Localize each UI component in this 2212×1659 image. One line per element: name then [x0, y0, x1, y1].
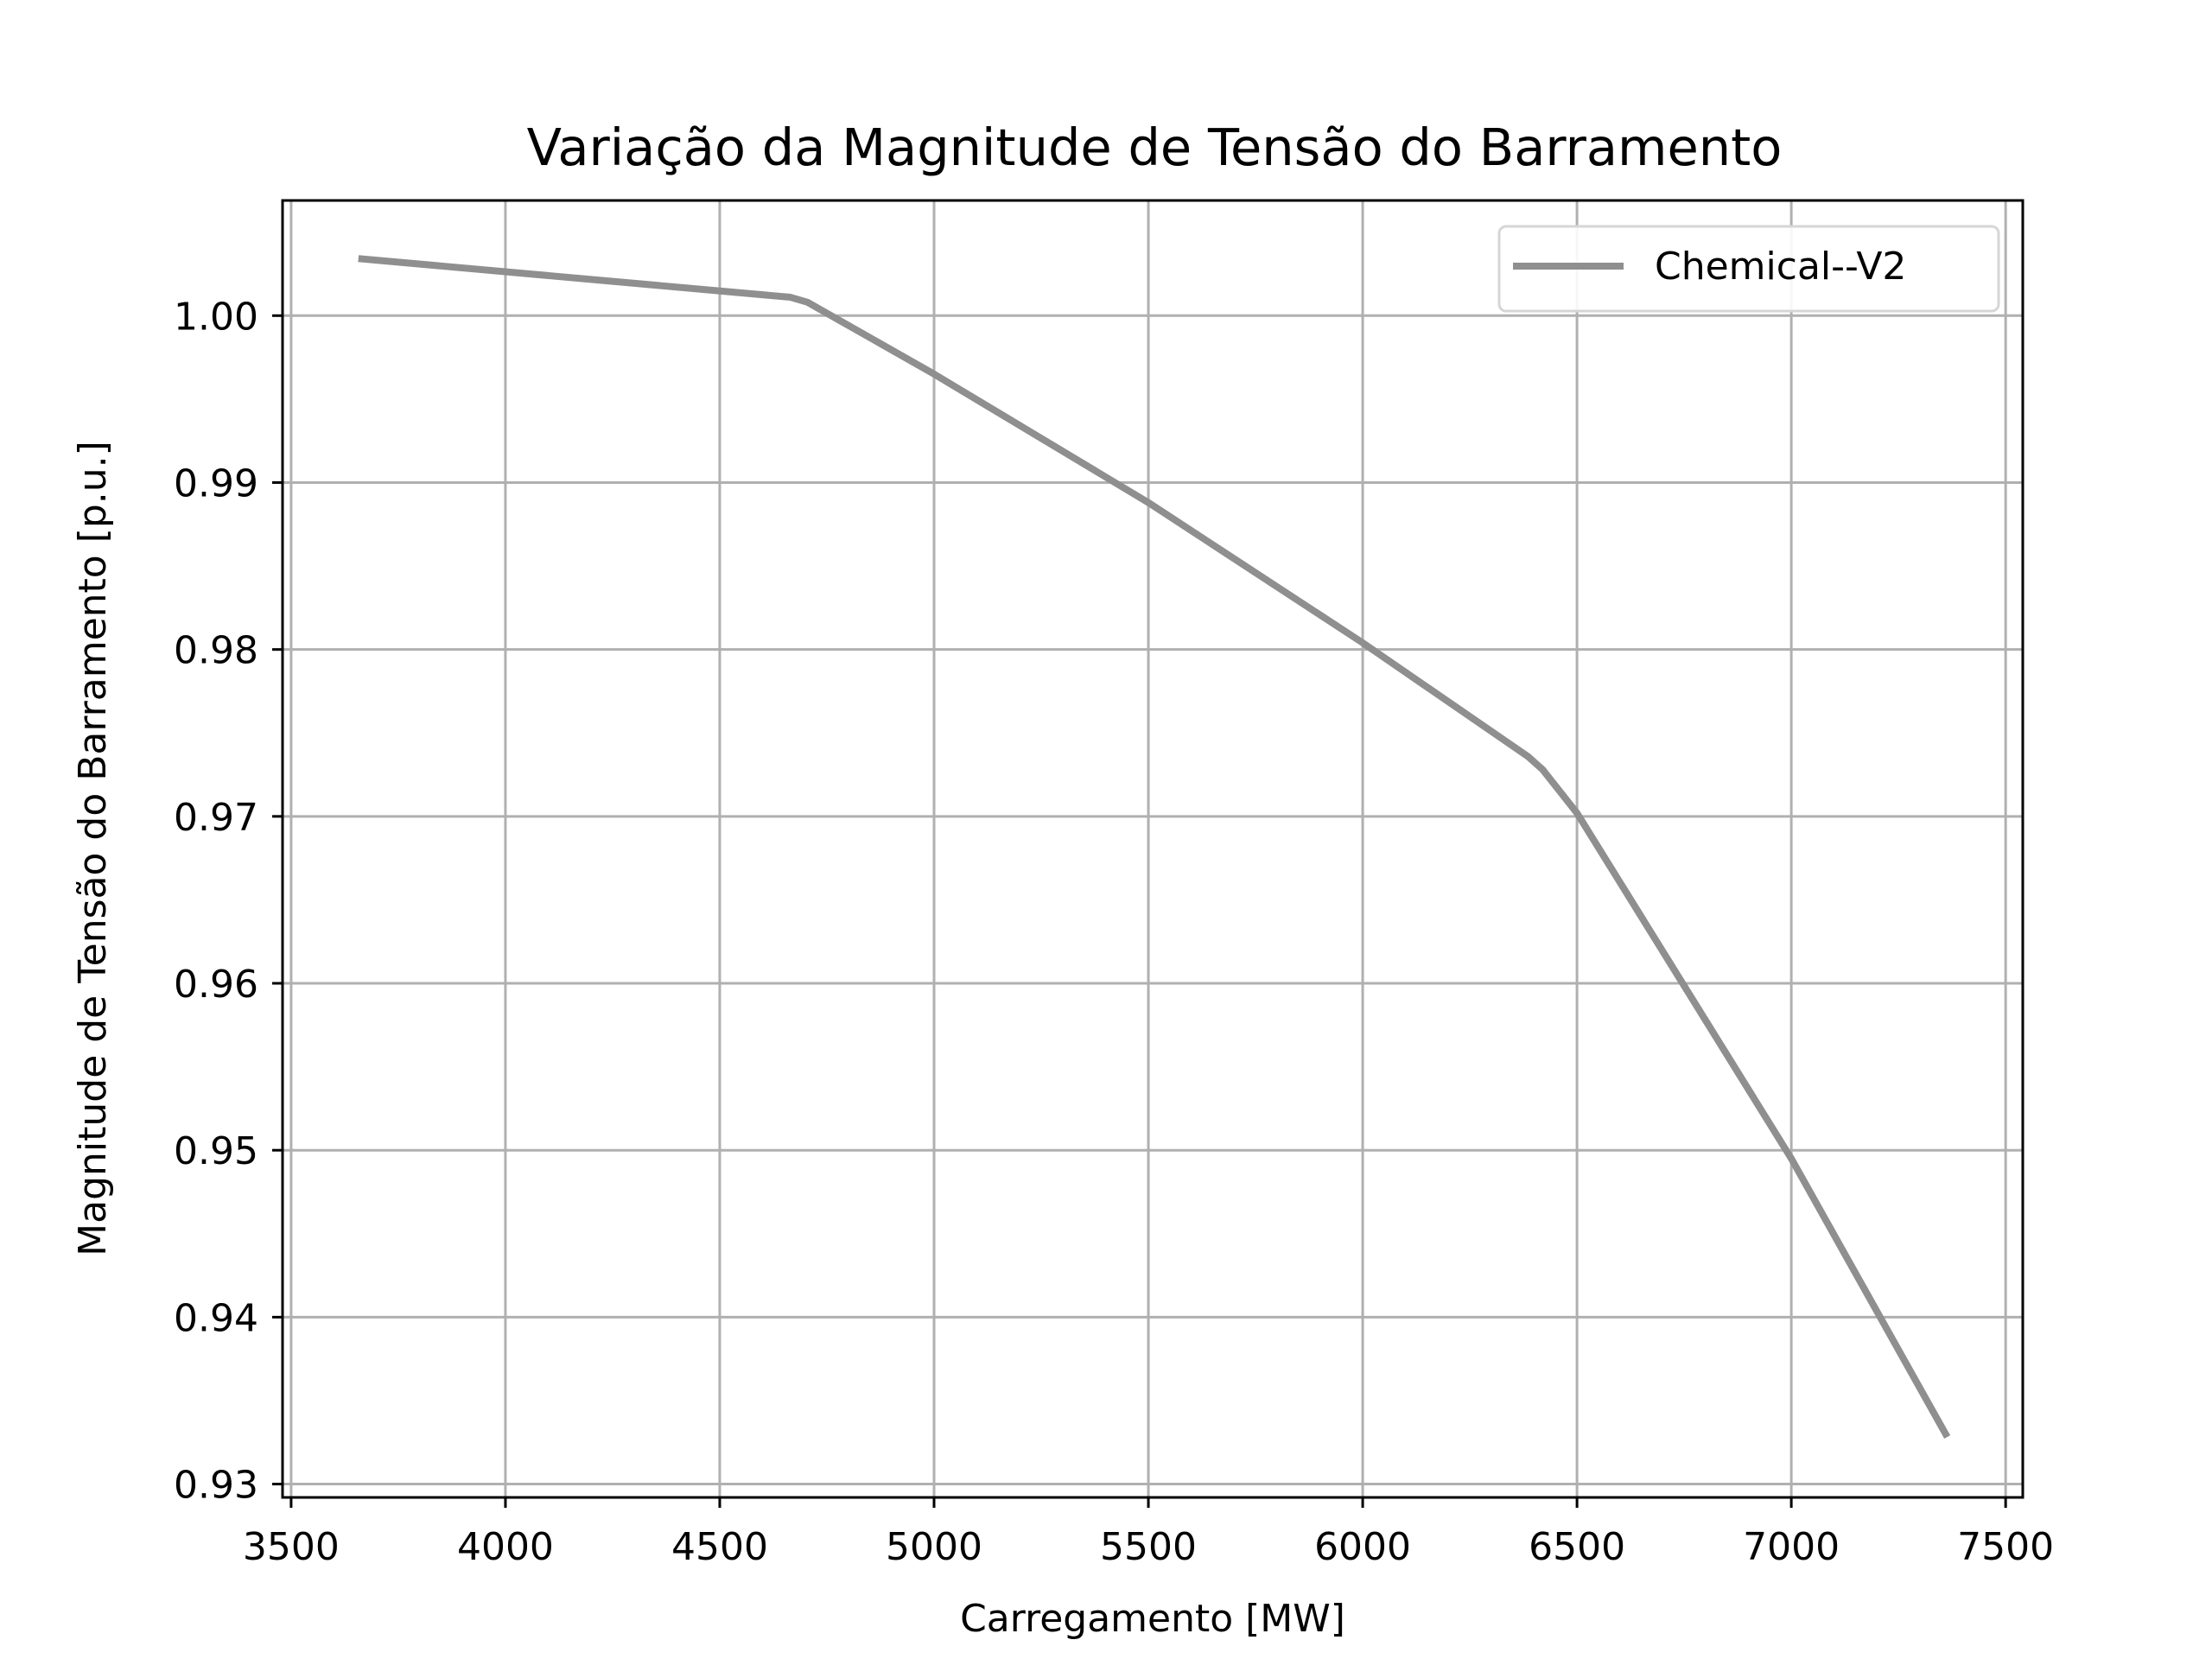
- y-tick-label: 0.93: [174, 1464, 258, 1508]
- x-tick-label: 4000: [457, 1525, 554, 1569]
- series-layer: [358, 255, 1951, 1440]
- y-tick-label: 0.98: [174, 629, 258, 673]
- y-tick-label: 0.94: [174, 1296, 258, 1340]
- x-tick-label: 4500: [671, 1525, 768, 1569]
- legend-box: [1497, 225, 2000, 313]
- legend-entry-chemical-v2: Chemical--V2: [1655, 245, 1906, 289]
- x-tick-label: 7500: [1957, 1525, 2054, 1569]
- y-axis-ticks: 0.93 0.94 0.95 0.96 0.97 0.98 0.99 1.00: [174, 295, 283, 1508]
- y-tick-label: 0.97: [174, 796, 258, 840]
- x-tick-label: 5500: [1100, 1525, 1197, 1569]
- x-tick-label: 6500: [1529, 1525, 1625, 1569]
- grid-layer: [283, 200, 2023, 1497]
- y-axis-label: Magnitude de Tensão do Barramento [p.u.]: [71, 441, 115, 1256]
- y-tick-label: 0.96: [174, 963, 258, 1007]
- legend: Chemical--V2: [1497, 225, 2000, 313]
- x-tick-label: 7000: [1743, 1525, 1840, 1569]
- y-tick-label: 0.95: [174, 1129, 258, 1173]
- y-tick-label: 1.00: [174, 295, 258, 339]
- x-tick-label: 5000: [886, 1525, 982, 1569]
- y-tick-label: 0.99: [174, 461, 258, 505]
- series-line-0: [358, 255, 1951, 1440]
- x-tick-label: 6000: [1314, 1525, 1411, 1569]
- x-axis-ticks: 3500 4000 4500 5000 5500 6000 6500 7000 7500: [243, 1497, 2054, 1569]
- x-axis-label: Carregamento [MW]: [960, 1597, 1345, 1641]
- plot-frame: [281, 199, 2024, 1499]
- chart-title: Variação da Magnitude de Tensão do Barra…: [527, 118, 1783, 177]
- x-tick-label: 3500: [243, 1525, 340, 1569]
